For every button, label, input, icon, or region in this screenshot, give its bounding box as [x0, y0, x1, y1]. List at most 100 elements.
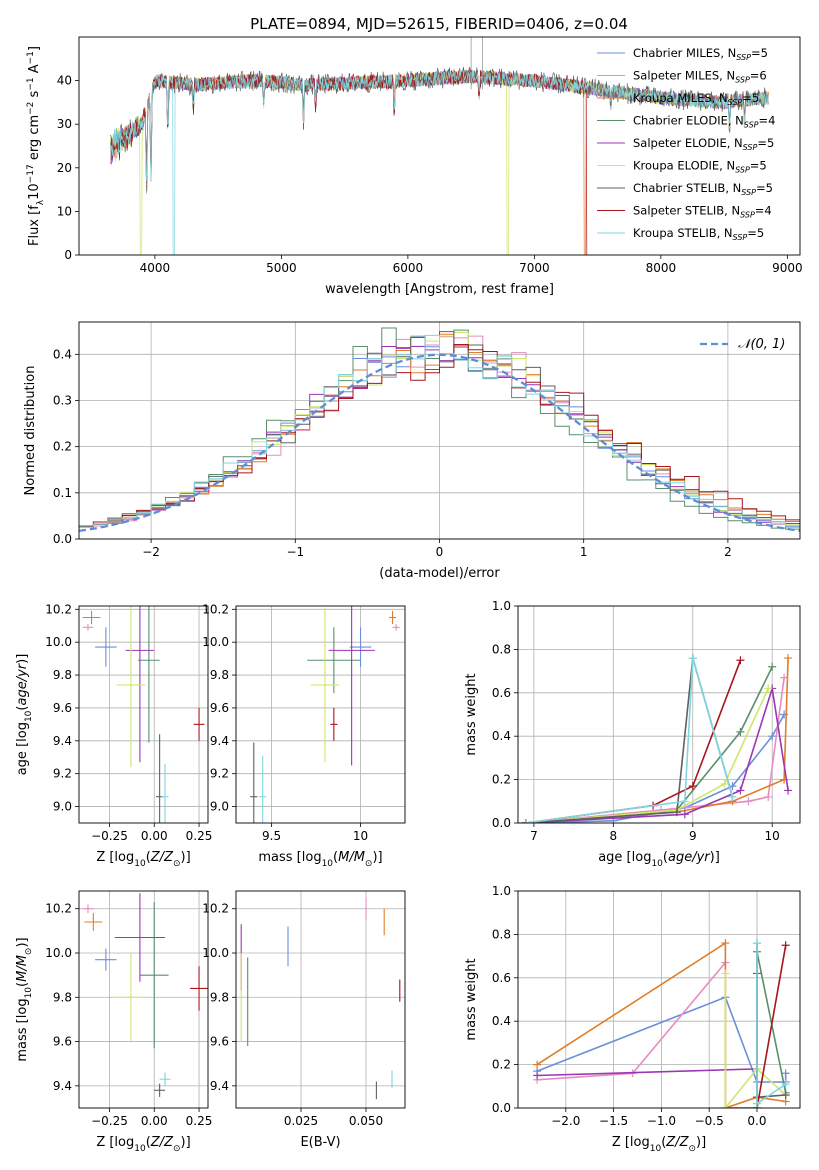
mass-weight-marker — [721, 939, 730, 948]
mass-weight-marker — [768, 662, 777, 671]
y-tick-label: 9.4 — [210, 734, 229, 748]
x-tick-label: 0.25 — [186, 829, 213, 843]
y-tick-label: 0.4 — [53, 347, 72, 361]
x-tick-label: 9.5 — [262, 829, 281, 843]
y-tick-label: 0.4 — [492, 729, 511, 743]
spectrum-chabrier_miles — [110, 69, 769, 194]
age_vs_mass-axes: 9.5 10 9.0 9.2 9.4 9.6 9.8 10.0 10.2 — [202, 602, 405, 843]
errorbar-kroupa_elodie — [116, 606, 146, 768]
legend-label: Kroupa STELIB, NSSP=5 — [633, 226, 764, 242]
x-tick-label: 0.25 — [186, 1114, 213, 1128]
mass-weight-series-salpeter_stelib — [525, 660, 742, 823]
mass_weight_vs_Z-lines — [533, 939, 790, 1108]
mass-weight-marker — [533, 1060, 542, 1069]
y-axis-label: Normed distribution — [23, 366, 38, 496]
mass-weight-marker — [781, 1090, 790, 1099]
mass-weight-marker — [720, 779, 729, 788]
errorbar-salpeter_miles — [82, 904, 94, 914]
x-axis-label: wavelength [Angstrom, rest frame] — [325, 282, 554, 297]
spectrum-frame — [78, 36, 801, 256]
errorbar-chabrier_elodie — [307, 627, 361, 694]
x-tick-label: −1.5 — [599, 1114, 628, 1128]
errorbar-chabrier_miles — [349, 627, 372, 667]
y-tick-label: 0 — [64, 248, 72, 262]
y-tick-label: 10.0 — [45, 946, 72, 960]
y-tick-label: 9.2 — [53, 767, 72, 781]
legend-label: Salpeter ELODIE, NSSP=5 — [633, 136, 774, 152]
legend-label: Kroupa MILES, NSSP=5 — [633, 91, 759, 107]
x-axis-label: Z [log10(Z/Z⊙)] — [96, 1135, 190, 1154]
x-tick-label: 6000 — [393, 261, 424, 275]
legend-label: Salpeter MILES, NSSP=6 — [633, 69, 767, 85]
x-tick-label: 5000 — [266, 261, 297, 275]
y-tick-label: 9.8 — [210, 990, 229, 1004]
age_vs_mass-errorbars — [250, 606, 400, 823]
y-axis-label: mass weight — [464, 673, 479, 755]
histogram-steps — [79, 327, 800, 533]
x-tick-label: 0.00 — [141, 1114, 168, 1128]
y-tick-label: 9.0 — [53, 800, 72, 814]
mass-weight-marker — [744, 797, 753, 806]
mass-weight-marker — [736, 727, 745, 736]
errorbar-kroupa_stelib — [259, 755, 267, 823]
x-axis-label: (data-model)/error — [379, 566, 500, 581]
mass-weight-series-chabrier_miles — [525, 714, 785, 823]
x-axis-label: Z [log10(Z/Z⊙)] — [96, 850, 190, 869]
spectrum-lines — [110, 37, 769, 255]
errorbar-kroupa_elodie — [113, 953, 149, 1042]
spectrum-chabrier_elodie — [110, 69, 769, 191]
y-tick-label: 0.2 — [53, 440, 72, 454]
y-tick-label: 10.0 — [45, 635, 72, 649]
x-tick-label: −2 — [142, 545, 160, 559]
mass-weight-marker — [736, 786, 745, 795]
x-tick-label: −1.0 — [647, 1114, 676, 1128]
y-tick-label: 10 — [57, 204, 72, 218]
x-tick-label: 0.00 — [141, 829, 168, 843]
errorbar-chabrier_stelib — [250, 742, 258, 823]
mass-weight-marker — [752, 1099, 761, 1108]
y-tick-label: 9.6 — [53, 1035, 72, 1049]
y-tick-label: 0.1 — [53, 486, 72, 500]
mass-weight-marker — [784, 786, 793, 795]
y-tick-label: 1.0 — [492, 884, 511, 898]
errorbar-chabrier_miles — [95, 948, 117, 971]
y-tick-label: 9.2 — [210, 767, 229, 781]
x-tick-label: 0.025 — [284, 1114, 318, 1128]
mass-weight-marker — [672, 808, 681, 817]
errorbar-salpeter_stelib — [193, 707, 205, 741]
y-tick-label: 0.0 — [492, 816, 511, 830]
mass_weight_vs_Z-frame — [517, 890, 801, 1109]
mass-weight-marker — [521, 819, 530, 823]
y-tick-label: 30 — [57, 117, 72, 131]
age_vs_Z-axes: −0.25 0.00 0.25 9.0 9.2 9.4 9.6 9.8 10.0 10.2 — [45, 602, 212, 843]
residual_hist-axes: −2 −1 0 1 2 0.0 0.1 0.2 0.3 0.4 — [53, 322, 800, 559]
spectrum-axes: 4000 5000 6000 7000 8000 9000 0 10 20 30 40 — [57, 74, 803, 275]
y-tick-label: 9.8 — [53, 990, 72, 1004]
y-axis-label: age [log10(age/yr)] — [15, 654, 34, 776]
y-tick-label: 9.6 — [210, 701, 229, 715]
errorbar-kroupa_miles — [84, 913, 103, 931]
x-tick-label: 8 — [610, 829, 618, 843]
y-tick-label: 9.4 — [53, 734, 72, 748]
spectrum-salpeter_miles — [110, 69, 769, 191]
spectrum-kroupa_stelib — [110, 69, 769, 255]
y-tick-label: 10.0 — [202, 635, 229, 649]
x-tick-label: 8000 — [646, 261, 677, 275]
y-tick-label: 40 — [57, 74, 72, 88]
legend-label: Kroupa ELODIE, NSSP=5 — [633, 159, 767, 175]
y-tick-label: 9.6 — [53, 701, 72, 715]
mass-weight-marker — [728, 792, 737, 801]
legend-label: Chabrier STELIB, NSSP=5 — [633, 181, 773, 197]
legend-label: Chabrier ELODIE, NSSP=4 — [633, 114, 775, 130]
mass-weight-marker — [688, 654, 697, 663]
x-tick-label: 9 — [689, 829, 697, 843]
mass-weight-series-kroupa_stelib — [525, 657, 734, 823]
mass-weight-series-salpeter_stelib — [756, 945, 787, 1108]
age_vs_mass-frame — [235, 605, 406, 824]
x-tick-label: −0.25 — [91, 829, 128, 843]
mass_vs_ebv-frame — [235, 890, 406, 1109]
y-tick-label: 0.8 — [492, 927, 511, 941]
errorbar-salpeter_stelib — [330, 707, 338, 741]
x-tick-label: −0.5 — [695, 1114, 724, 1128]
y-tick-label: 0.6 — [492, 971, 511, 985]
